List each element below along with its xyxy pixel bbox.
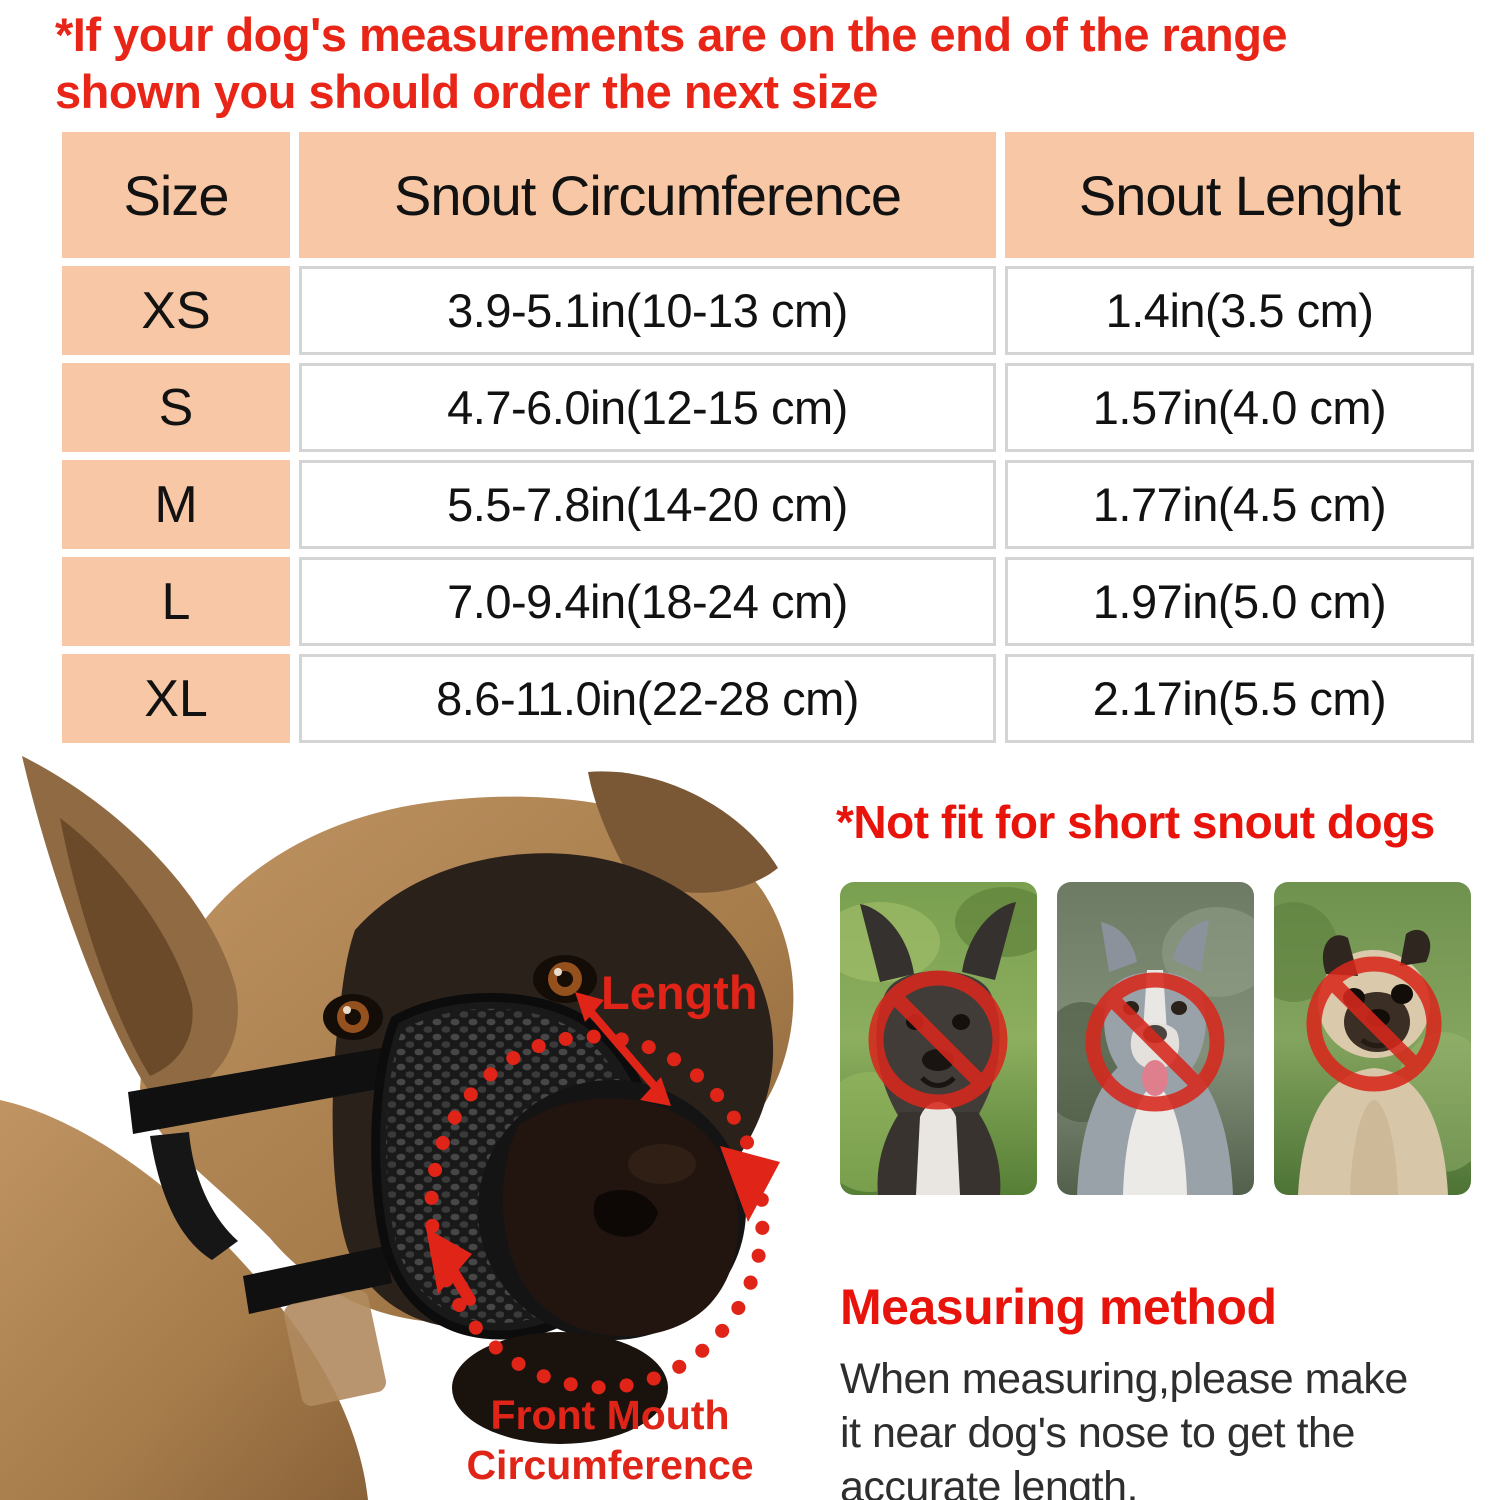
pug-photo <box>1274 882 1471 1195</box>
no-symbol-icon <box>1306 956 1442 1092</box>
dog-eye-right <box>533 955 597 1003</box>
dog-chest <box>0 1100 368 1500</box>
circumference-arrowhead-left-icon <box>426 1228 476 1306</box>
table-row-m-circumference: 5.5-7.8in(14-20 cm) <box>299 460 996 549</box>
table-row-xl-circumference: 8.6-11.0in(22-28 cm) <box>299 654 996 743</box>
column-header-size: Size <box>62 132 290 258</box>
muzzle-strap-upper <box>128 1046 395 1134</box>
no-symbol-icon <box>1085 972 1225 1112</box>
table-row-l-circumference: 7.0-9.4in(18-24 cm) <box>299 557 996 646</box>
size-warning-headline: *If your dog's measurements are on the e… <box>55 6 1475 120</box>
table-row-m-length: 1.77in(4.5 cm) <box>1005 460 1474 549</box>
size-table: Size Snout Circumference Snout Lenght XS… <box>62 132 1474 743</box>
muzzle-strap-lower <box>243 1246 392 1314</box>
measuring-method-text: When measuring,please make it near dog's… <box>840 1355 1408 1500</box>
table-row-xs-size: XS <box>62 266 290 355</box>
strap-patch <box>283 1290 387 1406</box>
dog-right-ear <box>588 771 778 893</box>
table-row-xs-length: 1.4in(3.5 cm) <box>1005 266 1474 355</box>
table-row-s-size: S <box>62 363 290 452</box>
table-row-l-size: L <box>62 557 290 646</box>
column-header-circumference: Snout Circumference <box>299 132 996 258</box>
headline-line-1: *If your dog's measurements are on the e… <box>55 8 1288 61</box>
pitbull-photo <box>1057 882 1254 1195</box>
table-row-xl-length: 2.17in(5.5 cm) <box>1005 654 1474 743</box>
dog-eye-left <box>323 994 383 1040</box>
not-fit-title: *Not fit for short snout dogs <box>836 796 1435 848</box>
table-row-s-circumference: 4.7-6.0in(12-15 cm) <box>299 363 996 452</box>
measuring-method-title: Measuring method <box>840 1279 1277 1335</box>
dog-nostril <box>593 1189 658 1237</box>
table-row-l-length: 1.97in(5.0 cm) <box>1005 557 1474 646</box>
headline-line-2: shown you should order the next size <box>55 65 878 118</box>
table-row-xl-size: XL <box>62 654 290 743</box>
muzzled-dog-photo <box>0 756 794 1500</box>
muzzle-strap-loop <box>150 1132 238 1260</box>
french-bulldog-photo <box>840 882 1037 1195</box>
table-row-m-size: M <box>62 460 290 549</box>
length-label: Length <box>601 966 758 1019</box>
no-symbol-icon <box>868 970 1008 1110</box>
circumference-arrowhead-right-icon <box>720 1146 780 1222</box>
column-header-length: Snout Lenght <box>1005 132 1474 258</box>
table-row-s-length: 1.57in(4.0 cm) <box>1005 363 1474 452</box>
front-mouth-circumference-label: Front Mouth Circumference <box>466 1392 754 1488</box>
length-arrow-icon <box>575 992 671 1106</box>
table-row-xs-circumference: 3.9-5.1in(10-13 cm) <box>299 266 996 355</box>
